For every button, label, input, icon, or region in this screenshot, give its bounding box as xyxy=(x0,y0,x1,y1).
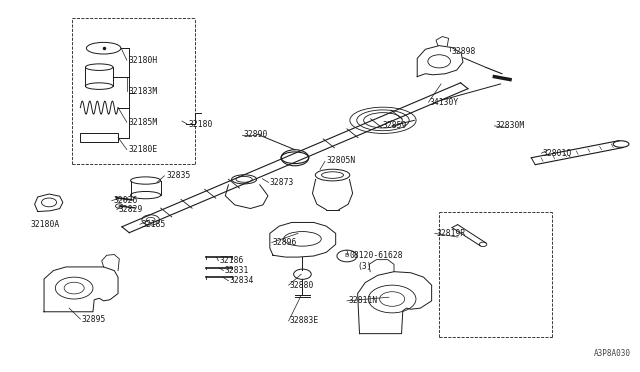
Text: 32831: 32831 xyxy=(225,266,249,275)
Text: 32835: 32835 xyxy=(166,171,191,180)
Text: 32801Q: 32801Q xyxy=(543,149,572,158)
Text: 32890: 32890 xyxy=(243,131,268,140)
Text: 32873: 32873 xyxy=(270,178,294,187)
Text: 32834: 32834 xyxy=(230,276,254,285)
Text: 32185: 32185 xyxy=(141,220,166,229)
Text: 32883E: 32883E xyxy=(290,317,319,326)
Text: 32830M: 32830M xyxy=(495,121,525,130)
Text: A3P8A030: A3P8A030 xyxy=(593,349,630,358)
Bar xyxy=(81,133,118,142)
Text: 32185M: 32185M xyxy=(129,118,158,127)
Text: 32896: 32896 xyxy=(273,238,298,247)
Text: 32183M: 32183M xyxy=(129,87,158,96)
Text: 32186: 32186 xyxy=(220,256,244,265)
Text: 32880: 32880 xyxy=(290,280,314,290)
Text: 32829: 32829 xyxy=(118,205,143,214)
Text: 32180E: 32180E xyxy=(129,145,158,154)
Text: B: B xyxy=(345,253,349,259)
Text: 08120-61628: 08120-61628 xyxy=(349,251,403,260)
Text: 32180: 32180 xyxy=(188,119,212,128)
Text: 32180H: 32180H xyxy=(129,56,158,65)
Text: 32898: 32898 xyxy=(452,46,476,55)
Text: 32026: 32026 xyxy=(113,196,138,205)
Text: 32811N: 32811N xyxy=(348,296,378,305)
Text: 34130Y: 34130Y xyxy=(430,98,459,107)
Text: 32859: 32859 xyxy=(383,121,407,130)
Text: 32895: 32895 xyxy=(82,315,106,324)
Text: 32819R: 32819R xyxy=(436,229,465,238)
Text: 32805N: 32805N xyxy=(326,156,356,165)
Text: (3): (3) xyxy=(358,262,372,271)
Text: 32180A: 32180A xyxy=(30,220,60,229)
